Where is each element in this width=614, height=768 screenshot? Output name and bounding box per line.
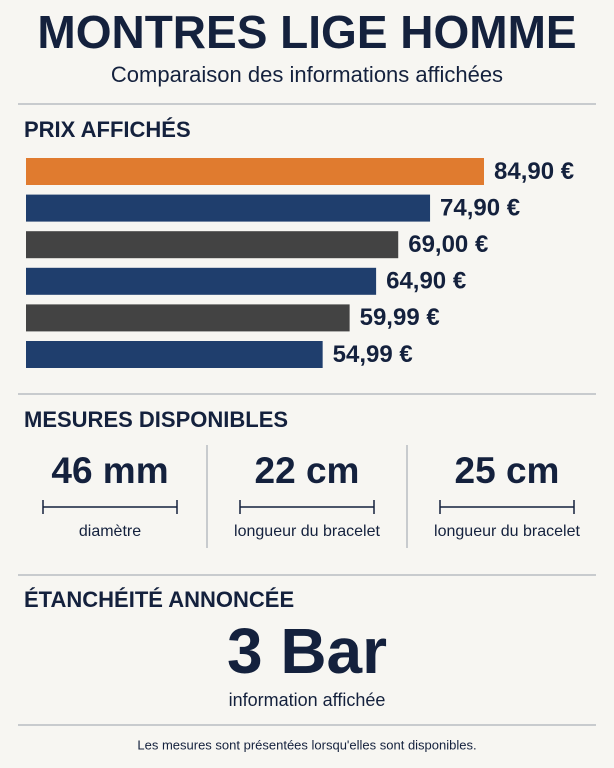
measure-value: 25 cm	[455, 450, 560, 491]
water-resistance-label: information affichée	[229, 690, 386, 710]
footnote: Les mesures sont présentées lorsqu'elles…	[137, 737, 476, 752]
value-label: 69,00 €	[408, 231, 488, 258]
measure-value: 46 mm	[51, 450, 168, 491]
subtitle: Comparaison des informations affichées	[111, 62, 503, 87]
bar	[26, 231, 399, 259]
measure-value: 22 cm	[255, 450, 360, 491]
measure-label: longueur du bracelet	[434, 523, 580, 540]
bar	[26, 341, 323, 368]
bar	[26, 158, 484, 185]
measure-label: longueur du bracelet	[234, 523, 380, 540]
title: MONTRES LIGE HOMME	[37, 6, 576, 58]
value-label: 54,99 €	[333, 341, 413, 368]
value-label: 64,90 €	[386, 268, 466, 295]
section-title: MESURES DISPONIBLES	[24, 407, 288, 432]
value-label: 74,90 €	[440, 194, 520, 221]
section-title: ÉTANCHÉITÉ ANNONCÉE	[24, 587, 294, 612]
water-resistance-value: 3 Bar	[227, 615, 387, 687]
measure-label: diamètre	[79, 523, 141, 540]
bar	[26, 267, 377, 295]
value-label: 59,99 €	[360, 304, 440, 331]
bar	[26, 194, 431, 222]
section-title: PRIX AFFICHÉS	[24, 117, 191, 142]
bar	[26, 304, 350, 332]
value-label: 84,90 €	[494, 158, 574, 185]
